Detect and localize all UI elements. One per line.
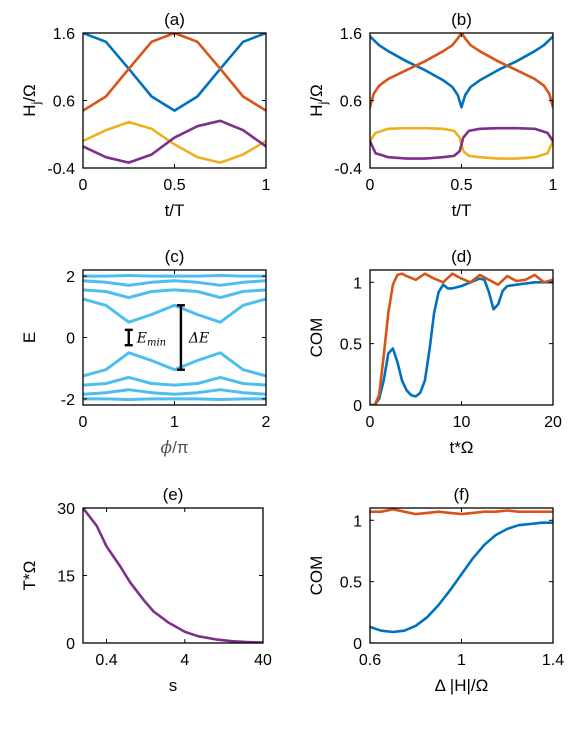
x-tick-label-e-2: 40	[254, 652, 272, 669]
x-tick-label-a-1: 0.5	[163, 177, 185, 194]
y-tick-label-e-1: 15	[57, 569, 75, 586]
y-tick-label-b-2: 1.6	[340, 26, 362, 43]
x-tick-label-f-0: 0.6	[359, 652, 381, 669]
series-line-c-7	[83, 397, 266, 401]
y-tick-label-a-1: 0.6	[53, 94, 75, 111]
x-tick-label-b-1: 0.5	[450, 177, 472, 194]
series-line-a-1	[83, 33, 266, 112]
series-line-a-3	[83, 119, 266, 164]
axes-frame-a	[82, 32, 267, 169]
x-tick-label-c-1: 1	[170, 414, 179, 431]
subplot-c: 0 1 2-202(c)ϕ/πE Emin ΔE	[20, 247, 271, 458]
subplot-e: 0.4 4 40 0 15 30 (e) s T*Ω	[20, 485, 272, 695]
subplot-d: 0 10 20 0 0.5 1 (d) t*Ω COM	[307, 247, 562, 457]
x-tick-label-f-2: 1.4	[542, 652, 564, 669]
axes-frame-e	[82, 507, 264, 644]
series-line-e-0	[83, 508, 263, 643]
subplot-a: 0 0.5 1 -0.4 0.6 1.6 (a) t/T Hj/Ω	[20, 10, 271, 220]
series-line-d-1	[370, 272, 553, 405]
x-tick-label-c-0: 0	[79, 414, 88, 431]
chart-title-d: (d)	[451, 247, 472, 266]
series-line-c-5	[83, 375, 266, 387]
y-axis-label-d: COM	[307, 318, 326, 358]
x-tick-label-d-1: 10	[453, 414, 471, 431]
y-tick-label-f-1: 0.5	[340, 575, 362, 592]
y-tick-label-e-0: 0	[66, 636, 75, 653]
series-line-c-3	[83, 297, 266, 324]
series-line-f-0	[370, 521, 553, 634]
x-tick-label-a-0: 0	[79, 177, 88, 194]
y-tick-label-b-0: -0.4	[334, 161, 362, 178]
y-axis-label-f: COM	[307, 556, 326, 596]
y-tick-label-e-2: 30	[57, 501, 75, 518]
y-axis-label-b: Hj/Ω	[307, 84, 330, 116]
chart-title-a: (a)	[164, 10, 185, 29]
x-axis-label-c: ϕ/π	[160, 438, 188, 458]
subplot-b: 0 0.5 1 -0.4 0.6 1.6 (b) t/T Hj/Ω	[307, 10, 558, 220]
subplot-f: 0.6 1 1.4 0 0.5 1 (f) Δ |H|/Ω COM	[307, 485, 564, 695]
y-tick-label-b-1: 0.6	[340, 94, 362, 111]
y-tick-label-d-0: 0	[353, 398, 362, 415]
chart-title-e: (e)	[163, 485, 184, 504]
series-line-c-0	[83, 274, 266, 278]
annotation-label-1: ΔE	[188, 331, 209, 347]
x-axis-label-e: s	[169, 676, 178, 695]
y-tick-label-a-0: -0.4	[47, 161, 75, 178]
y-axis-label-e: T*Ω	[20, 561, 39, 591]
x-tick-label-b-2: 1	[549, 177, 558, 194]
series-line-a-0	[83, 33, 266, 112]
series-line-c-6	[83, 388, 266, 396]
series-line-d-0	[370, 277, 553, 405]
y-tick-label-f-0: 0	[353, 636, 362, 653]
series-line-c-4	[83, 351, 266, 378]
y-axis-label-a: Hj/Ω	[20, 84, 43, 116]
x-tick-label-e-1: 4	[180, 652, 189, 669]
y-axis-label-c: E	[20, 332, 39, 343]
x-tick-label-d-2: 20	[544, 414, 562, 431]
series-line-b-3	[370, 126, 553, 160]
y-tick-label-d-2: 1	[353, 275, 362, 292]
y-tick-label-c-2: 2	[66, 269, 75, 286]
x-axis-label-f: Δ |H|/Ω	[435, 676, 489, 695]
x-tick-label-c-2: 2	[262, 414, 271, 431]
chart-title-b: (b)	[451, 10, 472, 29]
x-tick-label-b-0: 0	[366, 177, 375, 194]
y-tick-label-c-1: 0	[66, 331, 75, 348]
annotation-label-0: Emin	[136, 331, 166, 349]
y-tick-label-f-2: 1	[353, 513, 362, 530]
x-axis-label-a: t/T	[165, 201, 185, 220]
chart-title-c: (c)	[165, 247, 185, 266]
series-line-c-2	[83, 288, 266, 300]
axes-frame-d	[369, 269, 554, 406]
chart-title-f: (f)	[453, 485, 469, 504]
x-tick-label-a-2: 1	[262, 177, 271, 194]
x-tick-label-d-0: 0	[366, 414, 375, 431]
y-tick-label-a-2: 1.6	[53, 26, 75, 43]
x-tick-label-e-0: 0.4	[95, 652, 117, 669]
series-line-a-2	[83, 120, 266, 164]
series-line-f-1	[370, 508, 553, 516]
series-line-b-1	[370, 33, 553, 109]
y-tick-label-d-1: 0.5	[340, 337, 362, 354]
x-axis-label-b: t/T	[452, 201, 472, 220]
y-tick-label-c-0: -2	[61, 392, 75, 409]
x-tick-label-f-1: 1	[457, 652, 466, 669]
series-line-b-0	[370, 35, 553, 109]
series-line-c-1	[83, 279, 266, 287]
x-axis-label-d: t*Ω	[449, 438, 473, 457]
